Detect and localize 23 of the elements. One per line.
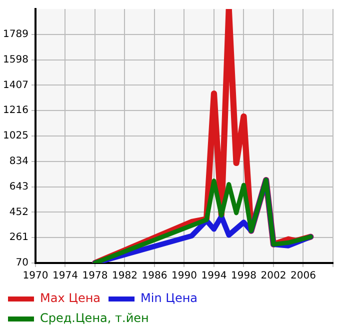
x-tick-label: 1970 [22, 270, 48, 282]
x-tick-label: 1978 [82, 270, 108, 282]
y-tick-label: 1025 [2, 130, 28, 142]
x-tick-label: 2002 [260, 270, 286, 282]
y-tick-label: 643 [9, 181, 28, 192]
legend-label: Max Цена [40, 291, 101, 306]
legend-label: Min Цена [140, 291, 198, 306]
y-tick-label: 452 [9, 206, 28, 218]
y-tick-label: 261 [9, 232, 28, 244]
y-tick-label: 1216 [2, 105, 28, 116]
y-tick-label: 70 [16, 258, 28, 269]
y-tick-label: 1598 [2, 54, 28, 66]
x-tick-label: 1994 [201, 270, 227, 282]
y-tick-label: 1789 [2, 28, 28, 40]
y-tick-label: 1407 [2, 80, 28, 91]
x-tick-label: 1974 [52, 270, 78, 282]
x-tick-label: 2006 [290, 270, 316, 282]
x-tick-label: 1998 [231, 270, 256, 282]
x-tick-label: 1986 [142, 270, 168, 282]
y-tick-label: 834 [9, 156, 28, 167]
x-tick-label: 1990 [172, 270, 197, 282]
legend-label: Сред.Цена, т.йен [40, 311, 149, 326]
x-tick-label: 1982 [112, 270, 138, 282]
